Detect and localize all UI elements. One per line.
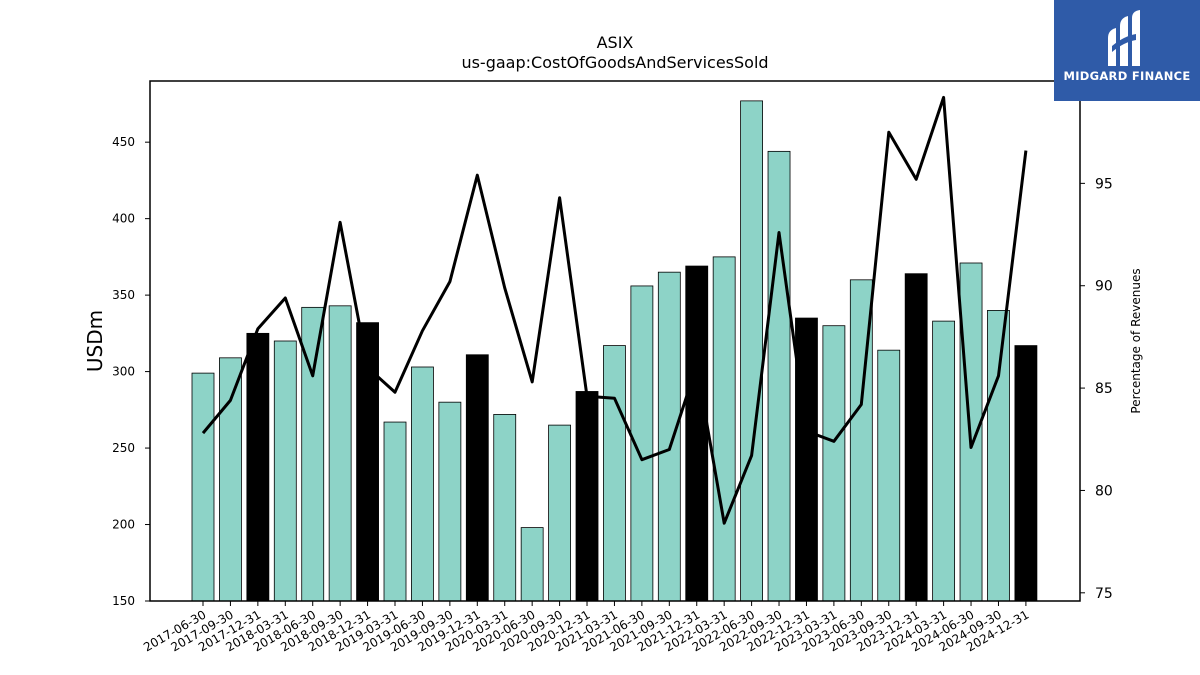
bar xyxy=(795,317,818,602)
y-tick-label: 250 xyxy=(112,441,135,455)
line-group xyxy=(201,95,1028,525)
y2-axis-label: Percentage of Revenues xyxy=(1129,268,1143,413)
y-tick-label: 350 xyxy=(112,288,135,302)
y2-tick-label: 75 xyxy=(1095,586,1113,602)
bar xyxy=(383,421,407,602)
y-tick-label: 450 xyxy=(112,135,135,149)
bar xyxy=(575,391,599,602)
bar xyxy=(273,340,297,602)
plot-frame xyxy=(149,80,1081,602)
bar xyxy=(493,414,517,602)
y2-tick-label: 85 xyxy=(1095,381,1113,397)
bar xyxy=(1014,345,1038,602)
x-axis: 2017-06-302017-09-302017-12-312018-03-31… xyxy=(141,601,1031,654)
y2-tick-label: 95 xyxy=(1095,176,1113,192)
bar xyxy=(191,372,215,602)
y-tick-label: 200 xyxy=(112,518,135,532)
bar xyxy=(411,366,434,602)
y-tick-label: 300 xyxy=(112,365,135,379)
bar xyxy=(520,527,544,602)
bar xyxy=(548,424,571,602)
chart-title: ASIX xyxy=(596,33,634,52)
bar xyxy=(822,325,846,602)
bar xyxy=(465,354,489,602)
bar xyxy=(877,349,901,602)
chart-subtitle: us-gaap:CostOfGoodsAndServicesSold xyxy=(461,53,769,72)
y-axis-right: 75 80 85 90 95 xyxy=(1080,176,1113,602)
midgard-logo-icon xyxy=(1108,10,1140,66)
bar xyxy=(219,357,242,602)
logo-text: MIDGARD FINANCE xyxy=(1063,69,1191,83)
bar xyxy=(740,100,763,602)
bar xyxy=(438,401,462,602)
bar xyxy=(932,320,956,602)
bar xyxy=(767,150,791,602)
y-axis-left: 150 200 250 300 350 400 450 xyxy=(112,135,150,608)
brand-logo: MIDGARD FINANCE xyxy=(1054,0,1200,101)
bar xyxy=(603,345,626,602)
y2-tick-label: 80 xyxy=(1095,483,1113,499)
bar xyxy=(987,310,1010,602)
percentage-line xyxy=(201,95,1028,525)
y-tick-label: 150 xyxy=(112,594,135,608)
bar xyxy=(685,265,709,602)
bar xyxy=(904,273,928,602)
bar xyxy=(328,305,352,602)
y2-tick-label: 90 xyxy=(1095,279,1113,295)
bar xyxy=(657,271,681,602)
bar xyxy=(712,256,736,602)
bar xyxy=(246,332,270,602)
y-axis-label: USDm xyxy=(83,310,107,372)
y-tick-label: 400 xyxy=(112,212,135,226)
bar-group xyxy=(191,100,1038,602)
